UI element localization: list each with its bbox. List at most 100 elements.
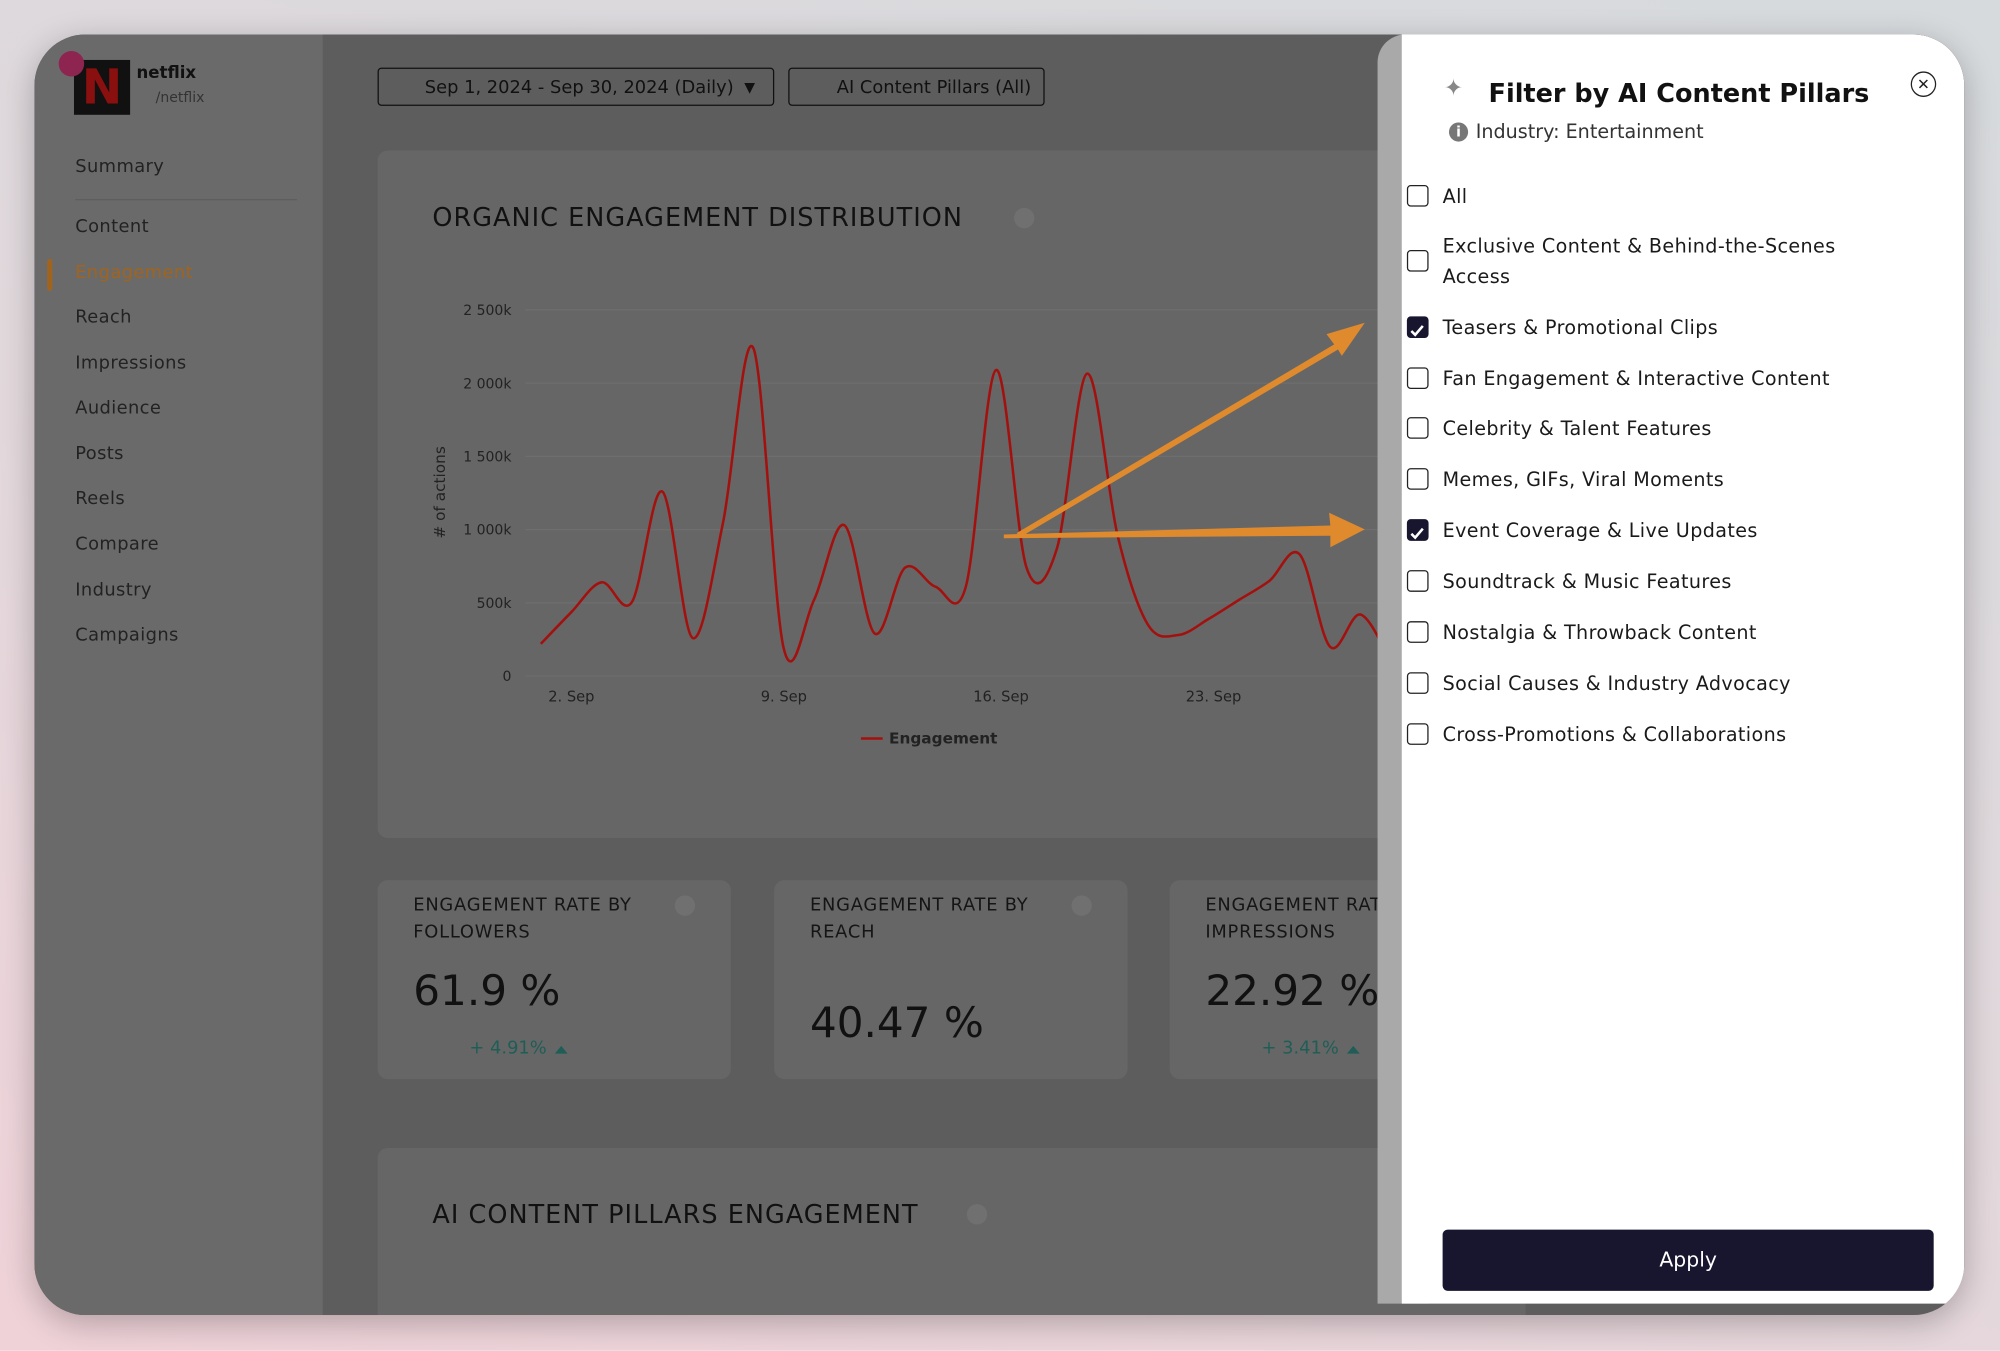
nav-item[interactable]: Reels (75, 488, 126, 509)
arrow (1016, 322, 1365, 537)
metric-value: 40.47 % (809, 997, 984, 1048)
metric-change: + 4.91% (469, 1038, 547, 1059)
filter-option[interactable]: Soundtrack & Music Features (1406, 566, 1877, 597)
x-tick-label: 2. Sep (548, 689, 594, 706)
date-filter[interactable]: Sep 1, 2024 - Sep 30, 2024 (Daily) ▼ (377, 67, 775, 106)
pillars-filter[interactable]: AI Content Pillars (All) (788, 67, 1045, 106)
option-label: Social Causes & Industry Advocacy (1442, 672, 1791, 696)
info-icon (966, 1204, 988, 1225)
filter-option[interactable]: Fan Engagement & Interactive Content (1406, 364, 1877, 395)
active-indicator (47, 258, 53, 291)
option-label: Nostalgia & Throwback Content (1442, 621, 1757, 645)
y-tick-label: 1 500k (463, 449, 512, 465)
up-arrow (554, 1045, 568, 1054)
option-label: Event Coverage & Live Updates (1442, 519, 1758, 543)
option-label: Fan Engagement & Interactive Content (1442, 367, 1830, 391)
dropdown-icon: ▼ (744, 79, 756, 96)
metric-change: + 3.41% (1261, 1038, 1339, 1059)
account-name: netflix (136, 63, 197, 83)
info-icon (674, 895, 696, 916)
x-tick-label: 23. Sep (1186, 689, 1242, 706)
checkbox[interactable] (1406, 184, 1429, 207)
logo: N (73, 59, 131, 115)
checkbox[interactable] (1406, 723, 1429, 745)
filter-option[interactable]: Cross-Promotions & Collaborations (1406, 719, 1877, 750)
checkbox[interactable] (1406, 316, 1429, 339)
sparkle-icon: ✦ (1443, 75, 1464, 103)
metric-value: 61.9 % (413, 965, 561, 1016)
checkbox[interactable] (1406, 249, 1429, 272)
filter-option[interactable]: Celebrity & Talent Features (1406, 413, 1877, 444)
checkbox[interactable] (1406, 417, 1429, 439)
info-icon (1014, 207, 1035, 229)
filter-option[interactable]: Exclusive Content & Behind-the-Scenes Ac… (1406, 231, 1877, 292)
filter-panel: ✦ Filter by AI Content Pillars ✕ i Indus… (1401, 34, 1965, 1304)
up-arrow (1346, 1045, 1360, 1054)
pillars-card: AI CONTENT PILLARS ENGAGEMENT (377, 1147, 1526, 1316)
chart-title: ORGANIC ENGAGEMENT DISTRIBUTION (432, 201, 963, 233)
sidebar: N netflix /netflix Summary Content Engagem… (34, 34, 323, 1316)
chart-card: ORGANIC ENGAGEMENT DISTRIBUTION (377, 150, 1404, 839)
filter-option[interactable]: Teasers & Promotional Clips (1406, 312, 1877, 343)
checkmark (1410, 527, 1424, 540)
checkbox[interactable] (1406, 519, 1429, 541)
metric-title: IMPRESSIONS (1205, 922, 1336, 943)
app-window: N netflix /netflix Summary Content Engagem… (34, 34, 1965, 1316)
nav-item[interactable]: Summary (75, 156, 165, 178)
arrows (1003, 322, 1365, 548)
metric-title: ENGAGEMENT RATE BY (413, 895, 632, 916)
y-tick-label: 2 000k (463, 376, 512, 392)
checkbox[interactable] (1406, 672, 1429, 694)
account-handle: /netflix (155, 89, 205, 106)
annotations (1003, 322, 1365, 548)
metric-title: ENGAGEMENT RATE BY (1205, 895, 1424, 916)
instagram-badge (58, 51, 85, 77)
filter-option[interactable]: Nostalgia & Throwback Content (1406, 617, 1877, 648)
y-tick-label: 1 000k (463, 523, 512, 539)
option-label: All (1442, 184, 1468, 208)
panel-title: Filter by AI Content Pillars (1488, 77, 1870, 109)
nav-item[interactable]: Engagement (75, 262, 194, 284)
y-axis-label: # of actions (431, 446, 449, 538)
nav-item[interactable]: Content (75, 216, 149, 238)
y-tick-label: 500k (477, 596, 513, 612)
nav-item[interactable]: Audience (75, 397, 162, 419)
nav-item[interactable]: Compare (75, 534, 159, 555)
metric-title: REACH (809, 922, 876, 943)
checkmark (1410, 325, 1424, 337)
industry-label: Industry: Entertainment (1475, 119, 1704, 143)
arrow (1003, 512, 1365, 548)
legend-label: Engagement (889, 730, 997, 748)
apply-button[interactable]: Apply (1442, 1229, 1934, 1291)
filter-option[interactable]: Memes, GIFs, Viral Moments (1406, 464, 1877, 495)
metric-title: FOLLOWERS (413, 922, 531, 943)
section-title: AI CONTENT PILLARS ENGAGEMENT (432, 1198, 919, 1230)
filter-option[interactable]: Social Causes & Industry Advocacy (1406, 668, 1877, 699)
checkbox[interactable] (1406, 367, 1429, 390)
checkbox[interactable] (1406, 570, 1429, 592)
option-label: Memes, GIFs, Viral Moments (1442, 468, 1725, 492)
option-label: Cross-Promotions & Collaborations (1442, 723, 1787, 747)
close-button[interactable]: ✕ (1910, 71, 1937, 97)
nav-item[interactable]: Campaigns (75, 624, 179, 646)
option-label: Celebrity & Talent Features (1442, 417, 1712, 441)
info-icon (1071, 895, 1092, 916)
option-label: Teasers & Promotional Clips (1442, 316, 1719, 340)
nav-item[interactable]: Industry (75, 580, 152, 601)
y-tick-label: 0 (503, 669, 512, 685)
series-line (539, 344, 1392, 663)
filter-option[interactable]: Event Coverage & Live Updates (1406, 515, 1877, 546)
y-tick-label: 2 500k (463, 303, 512, 319)
x-tick-label: 16. Sep (973, 689, 1029, 706)
filter-option[interactable]: All (1406, 181, 1877, 212)
metric-card: ENGAGEMENT RATE BY FOLLOWERS 61.9 % + 4.91% (377, 880, 731, 1080)
checkbox[interactable] (1406, 468, 1429, 490)
nav-item[interactable]: Posts (75, 443, 124, 465)
nav-item[interactable]: Reach (75, 307, 132, 328)
checkbox[interactable] (1406, 621, 1429, 643)
divider (75, 198, 298, 201)
metric-title: ENGAGEMENT RATE BY (809, 895, 1029, 916)
metric-value: 22.92 % (1205, 965, 1380, 1016)
nav-item[interactable]: Impressions (75, 353, 187, 374)
